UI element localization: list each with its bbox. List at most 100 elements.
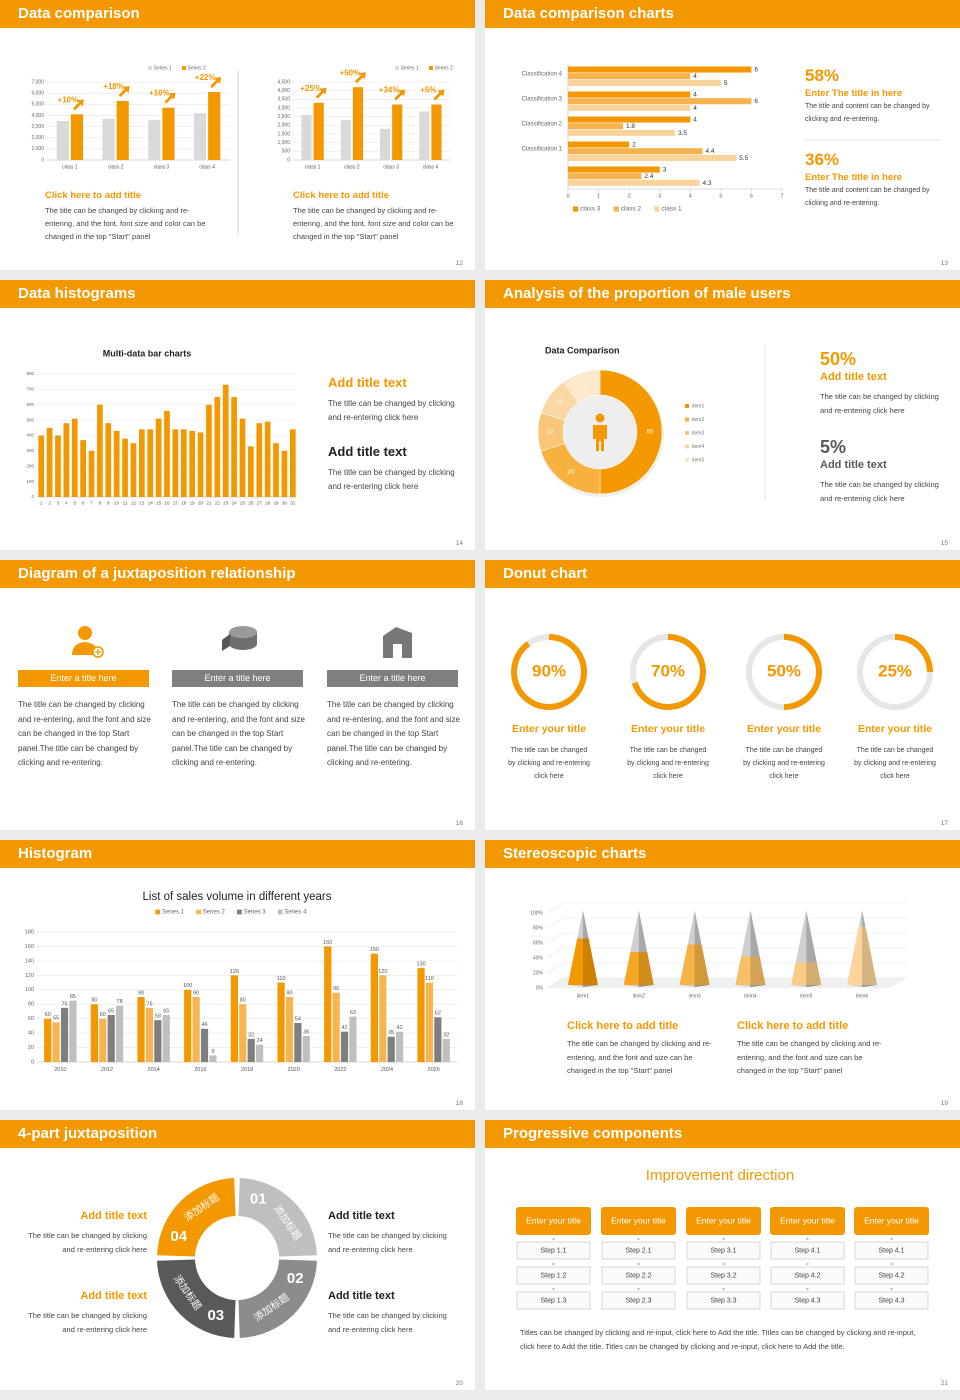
slide-header: Data comparison charts: [485, 0, 960, 28]
block-text: The title can be changed by clicking and…: [328, 1311, 447, 1334]
x-tick-label: 2: [48, 501, 51, 506]
bar: [568, 179, 700, 186]
y-tick-label: 2,000: [31, 135, 44, 141]
part-number: 03: [207, 1307, 224, 1324]
data-label: 4.3: [702, 180, 711, 187]
x-tick-label: item6: [856, 993, 868, 999]
x-tick-label: 15: [156, 501, 162, 506]
y-tick-label: 2,500: [277, 114, 290, 120]
cone-fill-shade: [750, 956, 766, 987]
chart-title: Data Comparison: [545, 345, 620, 355]
bar: [214, 397, 221, 497]
slide-header: Analysis of the proportion of male users: [485, 280, 960, 308]
data-label: 150: [370, 947, 379, 953]
step-title-box: [601, 1207, 676, 1235]
data-label: 85: [70, 994, 76, 1000]
step-label: Step 1.3: [540, 1297, 566, 1304]
x-tick-label: 2012: [101, 1067, 113, 1073]
y-tick-label: 100: [26, 479, 34, 484]
bar: [568, 141, 630, 148]
legend-label: item4: [692, 444, 704, 450]
step-box: [601, 1266, 676, 1285]
ring-label: 25%: [878, 661, 912, 680]
bar: [281, 450, 288, 497]
slide-header: Stereoscopic charts: [485, 840, 960, 868]
bar: [568, 104, 691, 111]
slice-label: 10: [547, 430, 554, 436]
x-tick-label: 7: [780, 193, 783, 199]
cone-fill: [567, 938, 598, 985]
x-tick-label: class 2: [344, 164, 360, 170]
data-label: 160: [323, 940, 332, 946]
growth-label: +5%: [420, 86, 436, 95]
slide-title: Data histograms: [18, 285, 136, 302]
step-box: [686, 1291, 761, 1310]
cone-fill-shade: [638, 952, 654, 987]
slide-graphics: List of sales volume in different years 0…: [25, 891, 457, 1073]
x-tick-label: item2: [633, 993, 645, 999]
x-tick-label: 30: [282, 501, 288, 506]
x-tick-label: 26: [248, 501, 254, 506]
step-label: Step 3.2: [710, 1272, 736, 1279]
bar: [162, 1015, 170, 1062]
step-label: Step 2.2: [625, 1272, 651, 1279]
x-tick-label: class 3: [154, 164, 170, 170]
heading-box: [327, 670, 458, 687]
data-label: 2: [632, 142, 636, 149]
legend-label: Series 1: [154, 65, 173, 71]
data-label: 32: [443, 1032, 449, 1038]
block-heading: Add title text: [820, 459, 887, 471]
x-tick-label: 3: [658, 193, 661, 199]
block-text: The title can be changed by clicking and…: [567, 1039, 712, 1075]
x-tick-label: 4: [689, 193, 692, 199]
step-label: Step 3.1: [710, 1247, 736, 1254]
data-label: 110: [425, 976, 434, 982]
data-label: 63: [350, 1010, 356, 1016]
connector-dot: [890, 1262, 893, 1266]
ring-arc: [895, 634, 933, 672]
donut-slice: [599, 369, 663, 495]
bar: [193, 113, 207, 160]
bar: [294, 1023, 302, 1062]
bar: [324, 946, 332, 1062]
slice-label: 50: [647, 430, 654, 436]
data-label: 55: [53, 1016, 59, 1022]
x-tick-label: 20: [198, 501, 204, 506]
bar: [264, 421, 271, 497]
ring-heading: Enter your title: [746, 723, 822, 735]
bar: [230, 975, 238, 1062]
data-label: 54: [295, 1016, 301, 1022]
step-title: Enter your title: [780, 1215, 835, 1225]
person-body: [593, 425, 607, 451]
block-heading: Click here to add title: [567, 1020, 679, 1032]
legend-swatch: [573, 206, 579, 212]
x-tick-label: 25: [240, 501, 246, 506]
legend-swatch: [196, 909, 201, 915]
slide: Improvement direction Enter your title Ste…: [485, 1120, 960, 1390]
x-tick-label: 2020: [288, 1067, 300, 1073]
step-label: Step 4.1: [794, 1247, 820, 1254]
legend-label: Series 4: [284, 910, 307, 916]
y-tick-label: 100: [25, 987, 34, 993]
x-tick-label: 1: [597, 193, 600, 199]
block-text: The title can be changed by clicking and…: [737, 1039, 882, 1075]
bar: [55, 435, 61, 497]
block-heading: Enter The title in here: [805, 88, 903, 99]
y-tick-label: 6,000: [31, 90, 44, 96]
data-label: 9: [211, 1049, 214, 1055]
bar: [273, 443, 279, 497]
bar: [332, 992, 340, 1062]
x-tick-label: 2014: [148, 1067, 160, 1073]
data-label: 58: [155, 1014, 161, 1020]
bar: [102, 118, 115, 160]
growth-arrow: [210, 77, 222, 89]
data-label: 46: [201, 1022, 207, 1028]
x-tick-label: 10: [114, 501, 120, 506]
cone-fill-shade: [582, 938, 598, 987]
block-text: The title can be changed by clicking and…: [45, 206, 206, 241]
bar: [52, 1022, 60, 1062]
block-heading: Add title text: [328, 375, 407, 390]
x-tick-label: 3: [57, 501, 60, 506]
x-tick-label: 2016: [194, 1067, 206, 1073]
